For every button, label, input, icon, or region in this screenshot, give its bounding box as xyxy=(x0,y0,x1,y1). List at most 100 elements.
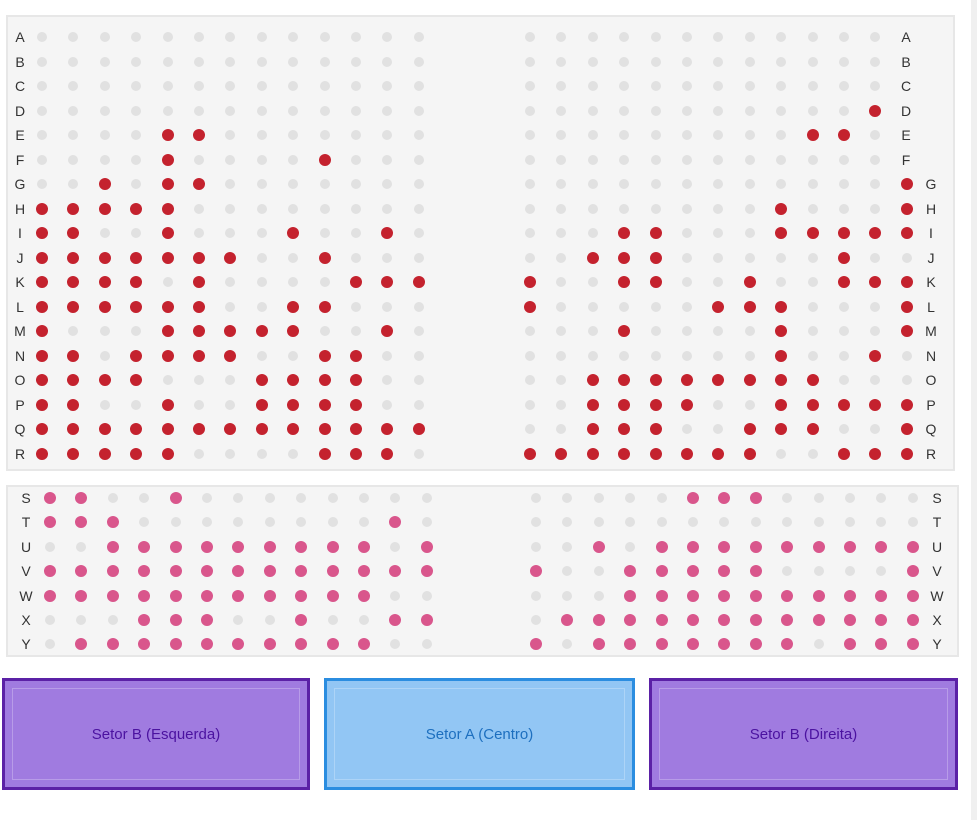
seat-available[interactable] xyxy=(625,493,636,503)
seat-occupied[interactable] xyxy=(586,374,599,386)
seat-available[interactable] xyxy=(225,301,236,312)
seat-occupied[interactable] xyxy=(592,614,605,626)
seat-available[interactable] xyxy=(776,56,787,67)
seat-available[interactable] xyxy=(587,130,598,140)
seat-available[interactable] xyxy=(744,399,755,410)
seat-available[interactable] xyxy=(256,448,267,459)
seat-occupied[interactable] xyxy=(67,276,80,288)
seat-available[interactable] xyxy=(907,493,918,503)
seat-available[interactable] xyxy=(682,326,692,336)
seat-occupied[interactable] xyxy=(232,565,245,578)
seat-occupied[interactable] xyxy=(743,374,756,386)
seat-available[interactable] xyxy=(288,448,299,459)
sector-b-left-button[interactable]: Setor B (Esquerda) xyxy=(2,678,310,790)
seat-available[interactable] xyxy=(421,590,432,601)
seat-available[interactable] xyxy=(744,326,755,336)
seat-available[interactable] xyxy=(776,32,787,42)
seat-available[interactable] xyxy=(525,350,535,361)
seat-available[interactable] xyxy=(525,32,535,42)
seat-available[interactable] xyxy=(713,179,724,189)
seat-available[interactable] xyxy=(107,615,118,625)
seat-occupied[interactable] xyxy=(232,589,245,602)
seat-available[interactable] xyxy=(413,252,424,263)
seat-available[interactable] xyxy=(256,32,267,42)
seat-occupied[interactable] xyxy=(36,447,48,460)
seat-available[interactable] xyxy=(525,105,535,116)
seat-available[interactable] xyxy=(870,179,881,189)
seat-available[interactable] xyxy=(619,179,630,189)
seat-available[interactable] xyxy=(876,493,887,503)
seat-available[interactable] xyxy=(744,228,755,238)
seat-available[interactable] xyxy=(382,179,393,189)
seat-occupied[interactable] xyxy=(906,565,919,578)
seat-occupied[interactable] xyxy=(358,540,370,553)
seat-occupied[interactable] xyxy=(130,202,143,215)
seat-occupied[interactable] xyxy=(326,540,339,553)
seat-available[interactable] xyxy=(382,56,393,67)
seat-available[interactable] xyxy=(194,81,204,91)
seat-occupied[interactable] xyxy=(381,447,394,460)
seat-available[interactable] xyxy=(744,81,755,91)
seat-available[interactable] xyxy=(319,56,330,67)
seat-available[interactable] xyxy=(562,566,573,577)
seat-available[interactable] xyxy=(390,541,401,552)
seat-available[interactable] xyxy=(382,32,393,42)
seat-occupied[interactable] xyxy=(618,447,631,460)
seat-available[interactable] xyxy=(744,56,755,67)
seat-available[interactable] xyxy=(202,493,212,503)
seat-available[interactable] xyxy=(650,154,661,165)
seat-available[interactable] xyxy=(421,639,432,650)
seat-occupied[interactable] xyxy=(838,276,850,288)
seat-available[interactable] xyxy=(225,277,236,287)
seat-occupied[interactable] xyxy=(106,638,119,651)
seat-available[interactable] xyxy=(807,203,818,214)
seat-available[interactable] xyxy=(525,252,535,263)
seat-occupied[interactable] xyxy=(193,300,205,313)
seat-occupied[interactable] xyxy=(98,447,111,460)
seat-available[interactable] xyxy=(870,130,881,140)
seat-occupied[interactable] xyxy=(649,398,662,411)
seat-occupied[interactable] xyxy=(649,227,662,239)
seat-available[interactable] xyxy=(351,130,361,140)
seat-occupied[interactable] xyxy=(161,178,174,190)
seat-available[interactable] xyxy=(225,228,236,238)
seat-available[interactable] xyxy=(839,301,849,312)
seat-available[interactable] xyxy=(256,277,267,287)
seat-occupied[interactable] xyxy=(749,614,762,626)
seat-available[interactable] xyxy=(650,350,661,361)
seat-occupied[interactable] xyxy=(318,251,331,264)
seat-available[interactable] xyxy=(382,350,393,361)
seat-occupied[interactable] xyxy=(44,516,56,529)
seat-occupied[interactable] xyxy=(775,349,788,362)
seat-available[interactable] xyxy=(68,105,79,116)
seat-available[interactable] xyxy=(807,326,818,336)
seat-occupied[interactable] xyxy=(67,398,80,411)
seat-available[interactable] xyxy=(194,154,204,165)
seat-occupied[interactable] xyxy=(555,447,568,460)
seat-available[interactable] xyxy=(202,517,212,528)
seat-available[interactable] xyxy=(901,375,912,385)
seat-occupied[interactable] xyxy=(389,614,402,626)
seat-available[interactable] xyxy=(99,326,110,336)
seat-occupied[interactable] xyxy=(412,276,425,288)
seat-occupied[interactable] xyxy=(649,276,662,288)
seat-available[interactable] xyxy=(319,228,330,238)
seat-occupied[interactable] xyxy=(98,202,111,215)
seat-occupied[interactable] xyxy=(900,447,913,460)
seat-occupied[interactable] xyxy=(900,398,913,411)
seat-occupied[interactable] xyxy=(869,227,882,239)
seat-occupied[interactable] xyxy=(687,565,699,578)
seat-occupied[interactable] xyxy=(838,129,850,141)
seat-available[interactable] xyxy=(233,517,244,528)
seat-occupied[interactable] xyxy=(193,129,205,141)
seat-available[interactable] xyxy=(170,517,181,528)
seat-available[interactable] xyxy=(782,493,793,503)
seat-occupied[interactable] xyxy=(67,300,80,313)
seat-available[interactable] xyxy=(256,252,267,263)
seat-available[interactable] xyxy=(288,179,299,189)
seat-available[interactable] xyxy=(413,56,424,67)
seat-available[interactable] xyxy=(351,81,361,91)
seat-occupied[interactable] xyxy=(232,540,245,553)
seat-available[interactable] xyxy=(256,179,267,189)
seat-occupied[interactable] xyxy=(775,227,788,239)
